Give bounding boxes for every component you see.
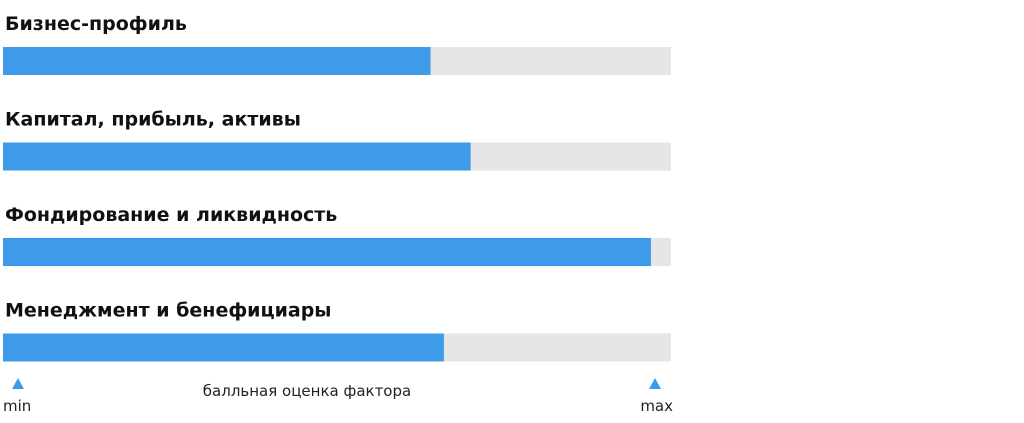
bar: [3, 47, 431, 75]
bar: [3, 238, 651, 266]
max-label: max: [640, 397, 673, 415]
max-marker: [649, 378, 661, 389]
x-axis-label: балльная оценка фактора: [203, 382, 411, 400]
category-label: Менеджмент и бенефициары: [5, 300, 332, 322]
category-label: Фондирование и ликвидность: [5, 204, 337, 226]
category-label: Бизнес-профиль: [5, 13, 187, 35]
min-marker: [12, 378, 24, 389]
bar: [3, 333, 444, 362]
category-label: Капитал, прибыль, активы: [5, 109, 301, 131]
min-label: min: [3, 397, 31, 415]
bar: [3, 142, 471, 171]
